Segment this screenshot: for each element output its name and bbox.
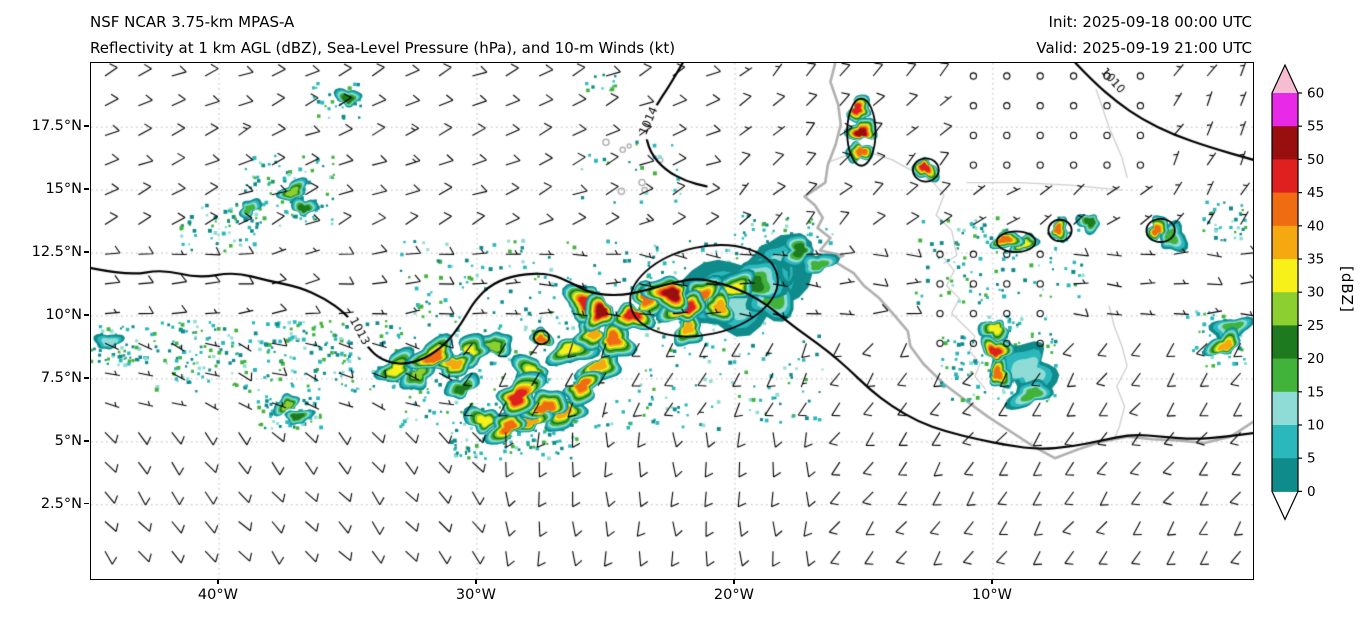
y-tick-label: 12.5°N (31, 244, 82, 261)
svg-text:15: 15 (1307, 384, 1324, 400)
y-tick-mark (84, 314, 89, 316)
svg-text:5: 5 (1307, 451, 1316, 467)
y-tick-mark (84, 377, 89, 379)
svg-text:60: 60 (1307, 86, 1324, 102)
y-tick-mark (84, 502, 89, 505)
y-tick-label: 10°N (45, 306, 82, 323)
valid-time-label: Valid: 2025-09-19 21:00 UTC (1036, 39, 1252, 57)
svg-text:45: 45 (1307, 185, 1324, 201)
y-tick-label: 7.5°N (40, 369, 82, 386)
x-tick-label: 30°W (455, 587, 496, 603)
x-tick-label: 20°W (713, 587, 754, 603)
svg-text:50: 50 (1307, 152, 1324, 168)
x-tick-mark (733, 579, 735, 584)
svg-text:20: 20 (1307, 351, 1324, 367)
fields-subtitle: Reflectivity at 1 km AGL (dBZ), Sea-Leve… (90, 39, 676, 57)
y-tick-label: 2.5°N (40, 495, 82, 512)
colorbar-unit-label: [dBZ] (1338, 266, 1356, 313)
svg-text:30: 30 (1307, 285, 1324, 301)
x-tick-mark (217, 579, 219, 584)
run-time-block: Init: 2025-09-18 00:00 UTC Valid: 2025-0… (1036, 9, 1252, 61)
x-tick-mark (475, 579, 477, 584)
y-tick-label: 17.5°N (31, 118, 82, 135)
x-tick-label: 10°W (971, 587, 1012, 603)
y-tick-label: 15°N (45, 181, 82, 198)
init-time-label: Init: 2025-09-18 00:00 UTC (1048, 13, 1252, 31)
map-canvas (91, 63, 1253, 579)
y-tick-mark (84, 440, 89, 442)
y-tick-mark (84, 188, 89, 190)
svg-text:35: 35 (1307, 252, 1324, 268)
svg-text:0: 0 (1307, 484, 1316, 500)
figure-title-block: NSF NCAR 3.75-km MPAS-A Reflectivity at … (90, 9, 675, 61)
colorbar: 0 5 10 15 20 25 30 35 40 45 50 55 60 (1271, 63, 1324, 521)
y-tick-label: 5°N (54, 432, 82, 449)
y-tick-mark (84, 251, 89, 253)
svg-text:55: 55 (1307, 119, 1324, 135)
y-tick-mark (84, 125, 89, 127)
svg-text:25: 25 (1307, 318, 1324, 334)
model-title: NSF NCAR 3.75-km MPAS-A (90, 13, 295, 31)
map-plot-area (90, 62, 1254, 580)
svg-text:40: 40 (1307, 218, 1324, 234)
svg-text:10: 10 (1307, 418, 1324, 434)
x-tick-mark (991, 579, 993, 584)
x-tick-label: 40°W (197, 587, 238, 603)
